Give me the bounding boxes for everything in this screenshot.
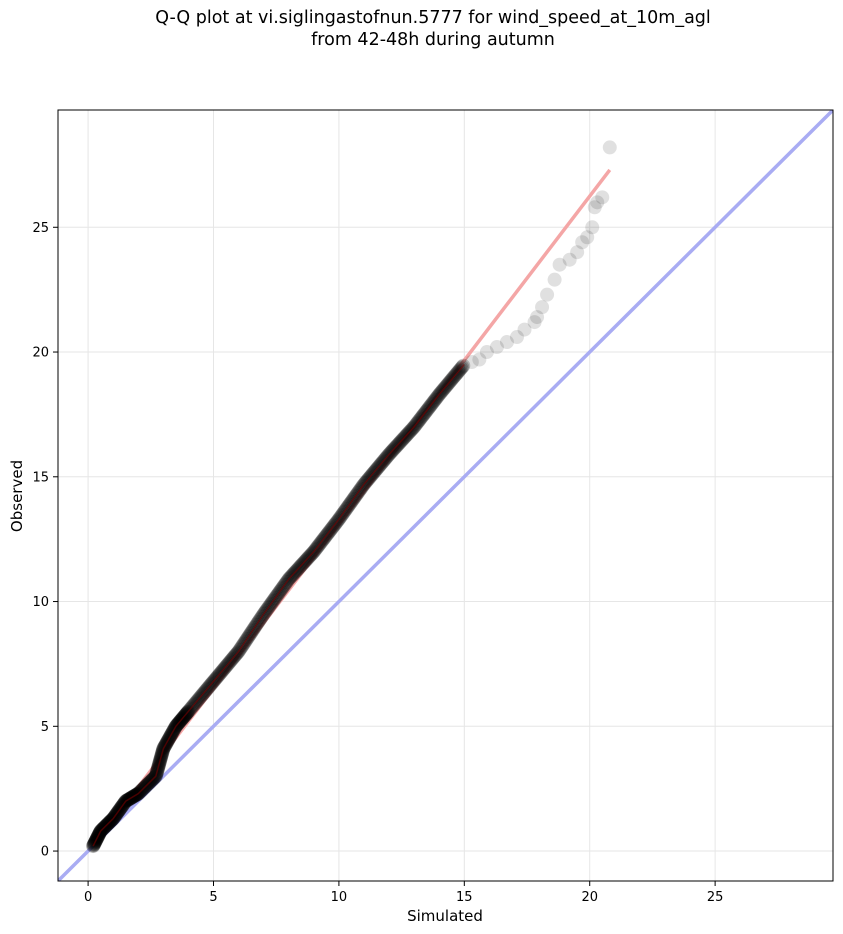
- qq-point: [530, 310, 545, 325]
- x-axis-label: Simulated: [407, 907, 483, 925]
- chart-title-line-2: from 42-48h during autumn: [311, 30, 555, 50]
- identity-line: [58, 110, 833, 881]
- qq-point: [499, 335, 514, 350]
- y-tick-label: 15: [32, 470, 49, 485]
- y-tick-label: 25: [32, 221, 49, 236]
- chart-title-line-1: Q-Q plot at vi.siglingastofnun.5777 for …: [155, 8, 711, 28]
- x-tick-label: 15: [456, 890, 473, 905]
- qq-point: [517, 322, 532, 337]
- qq-point: [527, 315, 542, 330]
- chart-title: Q-Q plot at vi.siglingastofnun.5777 for …: [0, 7, 843, 51]
- x-tick-label: 20: [581, 890, 598, 905]
- qq-point: [547, 272, 562, 287]
- qq-point: [575, 235, 590, 250]
- qq-point: [464, 355, 479, 370]
- tick-layer: 0 5 10 15 20 25 0 5 10 15 20 25: [32, 221, 723, 905]
- qq-point: [489, 340, 504, 355]
- qq-point: [509, 330, 524, 345]
- fit-line-overlay: [92, 364, 465, 847]
- y-tick-label: 0: [41, 845, 49, 860]
- qq-point: [580, 230, 595, 245]
- line-layer: [58, 110, 833, 881]
- qq-point: [587, 200, 602, 215]
- qq-point: [479, 345, 494, 360]
- grid-layer: [58, 110, 833, 881]
- qq-point: [595, 190, 610, 205]
- qq-point: [472, 352, 487, 367]
- qq-point: [585, 220, 600, 235]
- qq-point: [590, 195, 605, 210]
- x-tick-label: 5: [209, 890, 217, 905]
- qq-point: [570, 245, 585, 260]
- qq-point: [540, 287, 555, 302]
- qq-point: [602, 140, 617, 155]
- x-tick-label: 10: [331, 890, 348, 905]
- y-tick-label: 5: [41, 720, 49, 735]
- point-layer: [86, 140, 617, 854]
- qq-point: [552, 257, 567, 272]
- y-tick-label: 20: [32, 346, 49, 361]
- qq-point: [562, 252, 577, 267]
- x-tick-label: 0: [84, 890, 92, 905]
- x-tick-label: 25: [707, 890, 724, 905]
- plot-frame: [57, 109, 834, 882]
- fit-line: [91, 168, 612, 848]
- y-tick-label: 10: [32, 595, 49, 610]
- y-axis-label: Observed: [8, 460, 26, 532]
- qq-point: [535, 300, 550, 315]
